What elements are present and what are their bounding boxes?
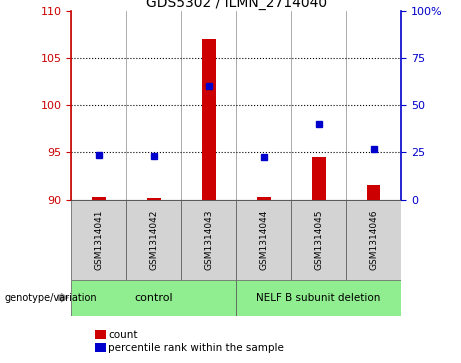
FancyBboxPatch shape [291,200,346,280]
Text: count: count [108,330,138,340]
Text: percentile rank within the sample: percentile rank within the sample [108,343,284,353]
FancyBboxPatch shape [346,200,401,280]
Text: control: control [135,293,173,303]
Bar [367,185,380,200]
Title: GDS5302 / ILMN_2714040: GDS5302 / ILMN_2714040 [146,0,327,10]
Text: GSM1314043: GSM1314043 [204,209,213,270]
FancyBboxPatch shape [71,200,126,280]
FancyBboxPatch shape [71,280,236,316]
FancyBboxPatch shape [181,200,236,280]
Text: GSM1314044: GSM1314044 [259,209,268,270]
Bar [312,157,325,200]
Text: GSM1314045: GSM1314045 [314,209,323,270]
Bar [257,197,271,200]
Bar [202,39,216,200]
FancyBboxPatch shape [236,200,291,280]
Text: NELF B subunit deletion: NELF B subunit deletion [256,293,381,303]
Text: GSM1314042: GSM1314042 [149,209,159,270]
Bar [147,198,161,200]
FancyBboxPatch shape [126,200,181,280]
Text: genotype/variation: genotype/variation [5,293,97,303]
Text: GSM1314046: GSM1314046 [369,209,378,270]
FancyBboxPatch shape [236,280,401,316]
Text: GSM1314041: GSM1314041 [95,209,103,270]
Bar [92,197,106,200]
